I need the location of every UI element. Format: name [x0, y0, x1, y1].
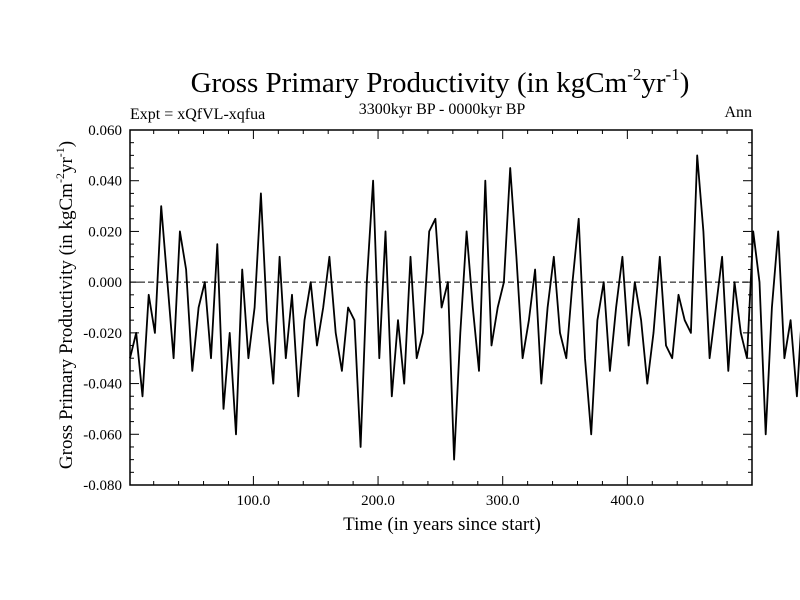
ylabel-end: ) [56, 141, 77, 147]
x-tick-label: 300.0 [486, 493, 520, 509]
y-tick-label: -0.060 [83, 427, 122, 443]
ylabel-sup-2: -1 [53, 147, 67, 157]
y-tick-label: 0.060 [88, 123, 122, 139]
x-axis-label: Time (in years since start) [343, 514, 541, 535]
y-tick-label: 0.020 [88, 224, 122, 240]
plot-area: -0.080 -0.060 -0.040 -0.020 0.000 0.020 0.040 0… [83, 123, 800, 509]
chart-title: Gross Primary Productivity (in kgCm-2yr-… [191, 65, 690, 99]
y-tick-label: -0.080 [83, 478, 122, 494]
x-tick-label: 100.0 [237, 493, 271, 509]
title-sup-2: -1 [666, 65, 680, 84]
title-sup-1: -2 [627, 65, 641, 84]
y-tick-label: -0.020 [83, 326, 122, 342]
experiment-label: Expt = xQfVL-xqfua [130, 106, 265, 123]
annual-label: Ann [724, 104, 752, 121]
y-tick-label: 0.040 [88, 174, 122, 190]
x-tick-label: 400.0 [610, 493, 644, 509]
ylabel-sup-1: -2 [53, 173, 67, 183]
x-tick-label: 200.0 [361, 493, 395, 509]
subtitle-period: 3300kyr BP - 0000kyr BP [359, 101, 526, 118]
ylabel-mid: yr [56, 157, 77, 174]
title-mid: yr [641, 67, 666, 99]
y-axis-label: Gross Primary Productivity (in kgCm-2yr-… [53, 141, 77, 469]
y-tick-label: -0.040 [83, 377, 122, 393]
series-line-0 [129, 154, 800, 461]
y-tick-label: 0.000 [88, 275, 122, 291]
title-end: ) [680, 67, 690, 99]
